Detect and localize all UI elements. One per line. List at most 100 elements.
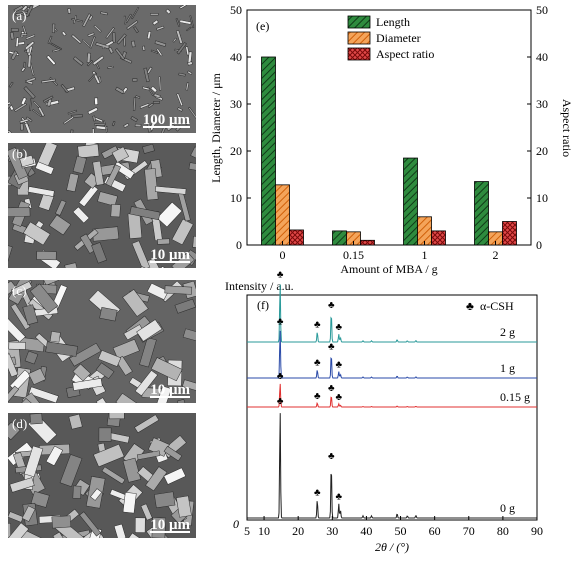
trace-label: 0.15 g	[500, 390, 530, 404]
crystal-shape	[22, 221, 51, 246]
crystal-shape	[122, 492, 137, 514]
crystal-shape	[20, 66, 26, 73]
crystal-shape	[72, 485, 82, 499]
crystal-shape	[135, 95, 141, 99]
crystal-shape	[14, 102, 27, 113]
crystal-shape	[123, 37, 126, 47]
crystal-shape	[9, 31, 15, 40]
crystal-shape	[98, 76, 102, 83]
crystal-shape	[97, 191, 118, 207]
scale-bar-d: 10 μm	[150, 517, 190, 533]
crystal-shape	[21, 505, 36, 522]
crystal-shape	[25, 5, 34, 18]
xrd-trace-1-g	[247, 330, 537, 379]
crystal-shape	[188, 162, 196, 174]
crystal-shape	[70, 114, 83, 118]
crystal-shape	[8, 511, 24, 523]
crystal-shape	[92, 128, 95, 133]
x-tick-label: 50	[395, 524, 407, 538]
crystal-shape	[23, 86, 36, 100]
crystal-shape	[50, 42, 62, 51]
crystal-shape	[93, 24, 102, 33]
crystal-shape	[29, 97, 33, 111]
crystal-shape	[8, 385, 20, 403]
crystal-shape	[154, 491, 176, 509]
crystal-shape	[21, 33, 28, 36]
crystal-shape	[131, 40, 136, 48]
crystal-shape	[150, 85, 158, 93]
crystal-shape	[59, 454, 83, 488]
crystal-shape	[182, 328, 196, 342]
crystal-shape	[61, 30, 67, 37]
crystal-shape	[82, 13, 92, 28]
x-tick-label: 10	[258, 524, 270, 538]
crystal-shape	[127, 212, 143, 239]
crystal-shape	[143, 67, 150, 83]
crystal-shape	[123, 324, 144, 341]
crystal-shape	[134, 370, 158, 396]
crystal-shape	[116, 33, 127, 45]
crystal-shape	[150, 357, 183, 382]
crystal-shape	[107, 65, 114, 69]
crystal-shape	[188, 106, 196, 120]
crystal-shape	[8, 421, 21, 441]
peak-marker: ♣	[277, 396, 284, 407]
peak-marker: ♣	[328, 451, 335, 462]
crystal-shape	[158, 76, 162, 91]
y-tick-label-right: 10	[536, 191, 548, 205]
sem-panel-a: (a) 100 μm	[8, 5, 196, 133]
crystal-shape	[139, 103, 150, 109]
crystal-shape	[24, 350, 39, 365]
crystal-shape	[67, 109, 78, 115]
x-axis-label-f: 2θ / (°)	[375, 540, 409, 554]
crystal-shape	[87, 107, 99, 115]
peak-marker: ♣	[277, 371, 284, 382]
crystal-shape	[156, 25, 165, 31]
y-tick-label: 0	[236, 238, 242, 252]
crystal-shape	[42, 95, 54, 103]
peak-marker: ♣	[328, 300, 335, 311]
crystal-shape	[93, 443, 125, 468]
crystal-shape	[8, 129, 17, 133]
crystal-shape	[18, 398, 48, 403]
crystal-shape	[115, 86, 125, 95]
crystal-shape	[132, 78, 138, 82]
legend-label: Aspect ratio	[376, 47, 434, 61]
crystal-shape	[28, 386, 59, 403]
crystal-shape	[144, 168, 159, 201]
crystal-shape	[95, 397, 111, 403]
legend-label: Diameter	[376, 31, 421, 45]
trace-label: 0 g	[500, 501, 515, 515]
y-tick-label-right: 0	[536, 238, 542, 252]
crystal-shape	[94, 97, 99, 106]
crystal-shape	[66, 172, 79, 193]
crystal-shape	[129, 206, 161, 221]
bar-aspect-ratio	[289, 229, 304, 246]
crystal-shape	[43, 280, 59, 286]
crystal-shape	[134, 517, 146, 533]
crystal-shape	[88, 72, 97, 82]
peak-marker: ♣	[335, 492, 342, 503]
crystal-shape	[176, 93, 184, 107]
crystal-shape	[8, 356, 17, 370]
crystal-shape	[20, 97, 27, 106]
x-tick-label: 40	[360, 524, 372, 538]
bar-diameter	[417, 216, 432, 246]
crystal-shape	[155, 185, 187, 195]
crystal-shape	[8, 81, 14, 88]
crystal-shape	[192, 236, 196, 250]
crystal-shape	[146, 30, 152, 40]
crystal-shape	[81, 39, 91, 48]
x-tick-label: 30	[326, 524, 338, 538]
x-tick-label: 60	[429, 524, 441, 538]
crystal-shape	[92, 55, 105, 66]
crystal-shape	[13, 5, 24, 13]
legend-swatch	[347, 15, 371, 29]
crystal-shape	[52, 48, 61, 53]
crystal-shape	[136, 450, 161, 460]
crystal-shape	[139, 337, 157, 368]
y-tick-label: 50	[230, 3, 242, 17]
crystal-shape	[25, 34, 36, 40]
plot-frame-e	[246, 9, 532, 246]
crystal-shape	[45, 445, 64, 467]
